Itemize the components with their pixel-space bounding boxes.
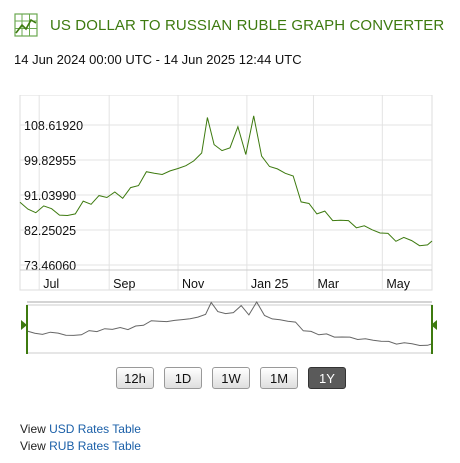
y-tick-label: 108.61920: [24, 119, 83, 133]
y-tick-label: 99.82955: [24, 154, 76, 168]
navigator-chart[interactable]: [0, 300, 460, 360]
date-range: 14 Jun 2024 00:00 UTC - 14 Jun 2025 12:4…: [14, 52, 302, 67]
range-button-1w[interactable]: 1W: [212, 367, 250, 389]
rub-rates-table-link[interactable]: RUB Rates Table: [49, 439, 141, 453]
y-tick-label: 82.25025: [24, 224, 76, 238]
x-tick-label: Jul: [43, 277, 59, 291]
header: [14, 12, 38, 38]
navigator-handle-right[interactable]: [431, 305, 437, 354]
usd-rates-line: View USD Rates Table: [20, 421, 141, 438]
view-label: View: [20, 422, 46, 436]
chart-grid-icon: [14, 13, 38, 37]
main-chart: 108.61920 99.82955 91.03990 82.25025 73.4606…: [19, 95, 433, 291]
navigator-handle-left[interactable]: [21, 305, 28, 354]
navigator-series-line: [26, 301, 433, 347]
view-label: View: [20, 439, 46, 453]
range-button-1m[interactable]: 1M: [260, 367, 298, 389]
usd-rates-table-link[interactable]: USD Rates Table: [49, 422, 141, 436]
page-title: US DOLLAR TO RUSSIAN RUBLE GRAPH CONVERT…: [50, 17, 445, 34]
range-button-1d[interactable]: 1D: [164, 367, 202, 389]
navigator-background: [26, 304, 433, 354]
series-line: [19, 115, 433, 247]
rub-rates-line: View RUB Rates Table: [20, 438, 141, 455]
plot-area: [19, 95, 433, 291]
range-button-1y[interactable]: 1Y: [308, 367, 346, 389]
x-tick-label: May: [386, 277, 410, 291]
x-tick-label: Mar: [317, 277, 339, 291]
x-tick-label: Jan 25: [251, 277, 289, 291]
x-tick-label: Sep: [113, 277, 135, 291]
rates-links: View USD Rates Table View RUB Rates Tabl…: [20, 421, 141, 455]
y-tick-label: 91.03990: [24, 189, 76, 203]
y-tick-label: 73.46060: [24, 259, 76, 273]
range-buttons: 12h 1D 1W 1M 1Y: [116, 367, 346, 389]
x-tick-label: Nov: [182, 277, 205, 291]
range-button-12h[interactable]: 12h: [116, 367, 154, 389]
